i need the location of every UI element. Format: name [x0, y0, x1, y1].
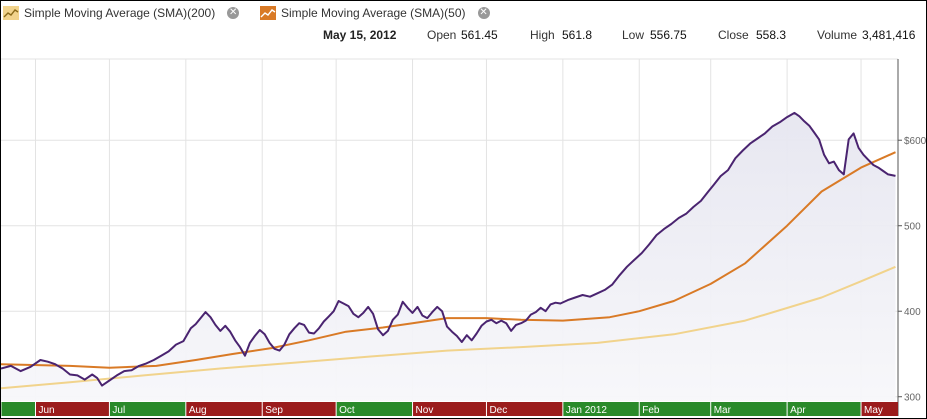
month-band[interactable] — [109, 402, 186, 416]
month-band[interactable] — [1, 402, 36, 416]
month-band[interactable] — [861, 402, 898, 416]
month-label: Mar — [714, 405, 732, 416]
sma-200-icon — [3, 6, 19, 20]
y-tick-label: 300 — [904, 393, 921, 404]
month-band[interactable] — [412, 402, 487, 416]
series-lines — [1, 111, 896, 390]
ohlc-readout: May 15, 2012 Open 561.45 High 561.8 Low … — [1, 28, 926, 44]
x-axis-months[interactable]: Jun Jul Aug Sep Oct Nov Dec Jan 2012 Feb Mar Apr Ma… — [1, 402, 898, 416]
month-label: Apr — [790, 405, 806, 416]
month-band[interactable] — [262, 402, 337, 416]
ohlc-date: May 15, 2012 — [323, 28, 397, 42]
high-label: High — [530, 28, 555, 42]
month-label: Sep — [265, 405, 283, 416]
legend-item-sma-200[interactable]: Simple Moving Average (SMA)(200) ✕ — [3, 4, 240, 22]
price-area — [1, 112, 896, 402]
month-band[interactable] — [336, 402, 413, 416]
legend-bar: Simple Moving Average (SMA)(200) ✕ Simpl… — [1, 1, 926, 25]
month-label: Dec — [489, 405, 507, 416]
month-label: Nov — [416, 405, 434, 416]
month-band[interactable] — [562, 402, 640, 416]
legend-item-sma-50[interactable]: Simple Moving Average (SMA)(50) ✕ — [260, 4, 490, 22]
month-label: Feb — [642, 405, 660, 416]
volume-value: 3,481,416 — [862, 28, 916, 42]
sma200-line[interactable] — [1, 265, 896, 390]
y-tick-label: $600 — [904, 136, 926, 147]
open-value: 561.45 — [461, 28, 498, 42]
close-value: 558.3 — [756, 28, 787, 42]
low-value: 556.75 — [650, 28, 687, 42]
month-label: Jun — [39, 405, 55, 416]
y-tick-label: 400 — [904, 307, 921, 318]
month-label: Jan 2012 — [566, 405, 608, 416]
month-band[interactable] — [639, 402, 711, 416]
price-line[interactable] — [1, 111, 896, 387]
close-icon[interactable]: ✕ — [477, 7, 490, 19]
high-value: 561.8 — [562, 28, 593, 42]
month-label: Aug — [189, 405, 207, 416]
month-band[interactable] — [185, 402, 263, 416]
month-band[interactable] — [35, 402, 110, 416]
close-icon[interactable]: ✕ — [227, 7, 240, 19]
legend-label-sma-200: Simple Moving Average (SMA)(200) — [24, 6, 216, 20]
price-area-fill — [1, 112, 896, 402]
month-band[interactable] — [486, 402, 563, 416]
sma50-line[interactable] — [1, 151, 896, 369]
close-label: Close — [718, 28, 749, 42]
month-label: May — [864, 405, 883, 416]
volume-label: Volume — [817, 28, 858, 42]
legend-label-sma-50: Simple Moving Average (SMA)(50) — [281, 6, 466, 20]
y-axis: 300 400 500 $600 — [897, 59, 926, 416]
low-label: Low — [622, 28, 645, 42]
month-label: Oct — [339, 405, 355, 416]
month-band[interactable] — [710, 402, 788, 416]
open-label: Open — [427, 28, 457, 42]
sma-50-icon — [260, 6, 276, 20]
month-label: Jul — [112, 405, 125, 416]
month-band[interactable] — [787, 402, 862, 416]
y-tick-label: 500 — [904, 222, 921, 233]
